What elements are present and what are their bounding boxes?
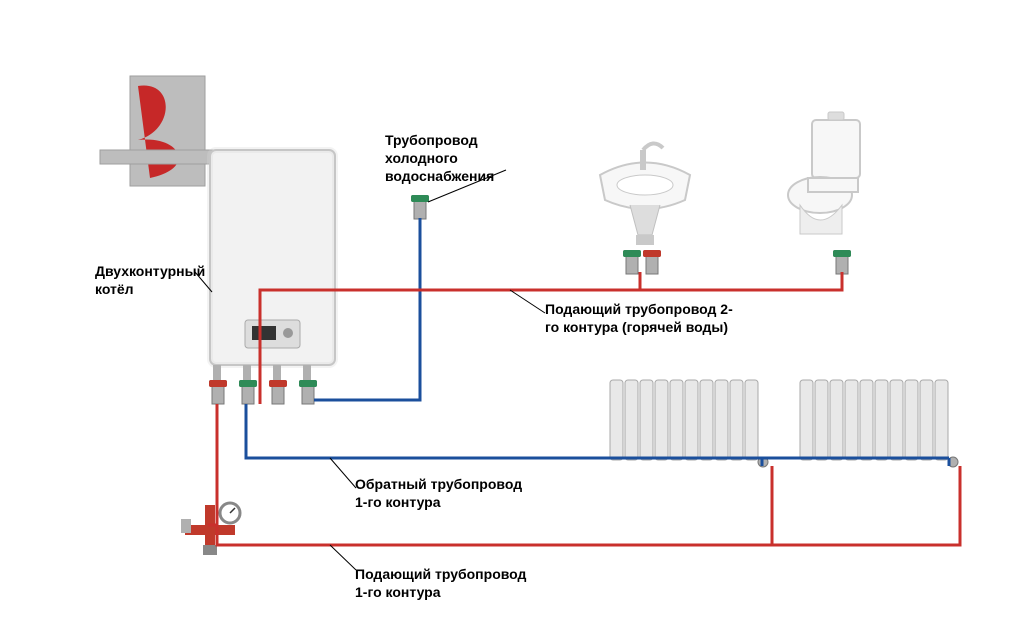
pipe-return <box>246 404 949 466</box>
label-boiler: Двухконтурный котёл <box>95 262 205 298</box>
boiler-unit <box>210 150 335 385</box>
radiator-1 <box>610 380 768 467</box>
boiler-valve-1 <box>209 380 227 404</box>
flue-unit <box>100 76 220 186</box>
sink-fixture <box>600 143 690 274</box>
toilet-fixture <box>788 112 860 274</box>
label-return-pipe: Обратный трубопровод 1-го контура <box>355 475 522 511</box>
boiler-valve-2 <box>239 380 257 404</box>
label-cold-supply: Трубопровод холодного водоснабжения <box>385 131 494 186</box>
boiler-valve-3 <box>269 380 287 404</box>
heating-diagram <box>0 0 1022 637</box>
label-supply-pipe: Подающий трубопровод 1-го контура <box>355 565 526 601</box>
label-hot-supply: Подающий трубопровод 2- го контура (горя… <box>545 300 733 336</box>
cold-water-valve <box>411 195 429 219</box>
radiator-2 <box>800 380 958 467</box>
safety-group <box>181 503 240 555</box>
